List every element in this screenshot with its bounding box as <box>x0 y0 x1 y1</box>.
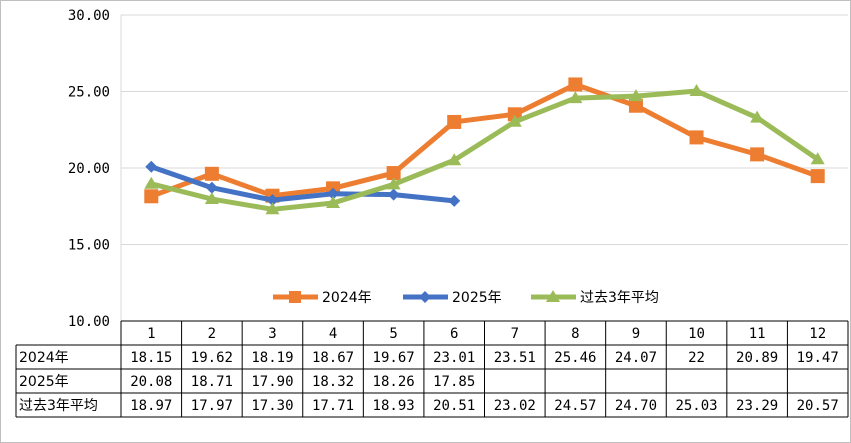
table-cell-value: 18.97 <box>130 398 172 414</box>
data-point-diamond <box>266 194 279 207</box>
table-cell-value: 17.97 <box>191 398 233 414</box>
x-category-label: 11 <box>749 326 766 342</box>
data-point-triangle <box>810 152 825 165</box>
table-row-label: 2024年 <box>19 350 69 366</box>
data-point-square <box>750 147 765 162</box>
x-category-label: 8 <box>571 326 579 342</box>
table-cell-value: 19.67 <box>373 350 415 366</box>
data-point-triangle <box>144 176 159 189</box>
table-cell-value: 18.93 <box>373 398 415 414</box>
data-point-square <box>386 166 401 181</box>
data-point-square <box>628 98 643 113</box>
table-cell-value: 20.51 <box>433 398 475 414</box>
data-point-square <box>144 189 159 204</box>
table-cell-value: 24.57 <box>554 398 596 414</box>
x-category-label: 4 <box>329 326 337 342</box>
data-point-diamond <box>419 291 431 303</box>
legend: 2024年 2025年 过去3年平均 <box>273 290 659 306</box>
legend-label: 2025年 <box>452 290 502 306</box>
data-point-triangle <box>204 192 219 205</box>
table-cell-value: 20.08 <box>130 374 172 390</box>
table-cell-value: 18.71 <box>191 374 233 390</box>
x-category-label: 7 <box>511 326 519 342</box>
table-cell-value: 20.89 <box>736 350 778 366</box>
x-category-label: 12 <box>809 326 826 342</box>
data-point-triangle <box>750 110 765 123</box>
series-line <box>148 164 457 204</box>
data-point-square <box>689 130 704 145</box>
table-cell-value: 18.15 <box>130 350 172 366</box>
table-cell-value: 19.47 <box>797 350 839 366</box>
table-cell-value: 17.90 <box>251 374 293 390</box>
y-tick-label: 15.00 <box>68 238 110 254</box>
data-point-square <box>810 169 825 184</box>
x-category-label: 1 <box>147 326 155 342</box>
table-row-label: 2025年 <box>19 374 69 390</box>
series-line <box>148 88 821 212</box>
table-cell-value: 23.29 <box>736 398 778 414</box>
table-cell-value: 24.07 <box>615 350 657 366</box>
data-point-triangle <box>265 202 280 215</box>
x-category-label: 10 <box>688 326 705 342</box>
data-point-triangle <box>568 91 583 104</box>
table-cell-value: 24.70 <box>615 398 657 414</box>
x-category-label: 9 <box>632 326 640 342</box>
data-point-triangle <box>628 89 643 102</box>
data-point-diamond <box>327 187 340 200</box>
data-point-triangle <box>507 114 522 127</box>
data-point-triangle <box>386 177 401 190</box>
table-cell-value: 17.85 <box>433 374 475 390</box>
table-cell-value: 22 <box>688 350 705 366</box>
x-category-label: 2 <box>208 326 216 342</box>
table-cell-value: 23.01 <box>433 350 475 366</box>
data-point-square <box>204 166 219 181</box>
x-category-label: 6 <box>450 326 458 342</box>
table-cell-value: 20.57 <box>797 398 839 414</box>
x-category-label: 3 <box>268 326 276 342</box>
data-point-diamond <box>205 181 218 194</box>
data-point-square <box>289 291 301 303</box>
table-cell-value: 17.30 <box>251 398 293 414</box>
legend-label: 过去3年平均 <box>580 290 659 306</box>
data-point-diamond <box>145 160 158 173</box>
table-cell-value: 18.67 <box>312 350 354 366</box>
y-axis-tick-labels: 10.00 15.00 20.00 25.00 30.00 <box>68 8 110 330</box>
table-cell-value: 18.32 <box>312 374 354 390</box>
data-point-diamond <box>448 194 461 207</box>
data-point-triangle <box>689 84 704 97</box>
table-cell-value: 25.46 <box>554 350 596 366</box>
table-cell-value: 23.02 <box>494 398 536 414</box>
table-cell-value: 23.51 <box>494 350 536 366</box>
legend-label: 2024年 <box>322 290 372 306</box>
data-point-triangle <box>447 153 462 166</box>
x-category-label: 5 <box>389 326 397 342</box>
data-point-square <box>447 114 462 129</box>
data-point-square <box>568 77 583 92</box>
table-row-label: 过去3年平均 <box>19 398 98 414</box>
data-point-diamond <box>387 188 400 201</box>
table-cell-value: 19.62 <box>191 350 233 366</box>
y-tick-label: 20.00 <box>68 161 110 177</box>
data-point-triangle <box>546 290 560 302</box>
table-cell-value: 18.19 <box>251 350 293 366</box>
table-cell-value: 17.71 <box>312 398 354 414</box>
y-tick-label: 10.00 <box>68 314 110 330</box>
series-line <box>148 81 821 199</box>
data-point-triangle <box>326 196 341 209</box>
series-lines <box>144 77 825 215</box>
table-cell-value: 18.26 <box>373 374 415 390</box>
y-tick-label: 25.00 <box>68 85 110 101</box>
y-tick-label: 30.00 <box>68 8 110 24</box>
table-cell-value: 25.03 <box>675 398 717 414</box>
